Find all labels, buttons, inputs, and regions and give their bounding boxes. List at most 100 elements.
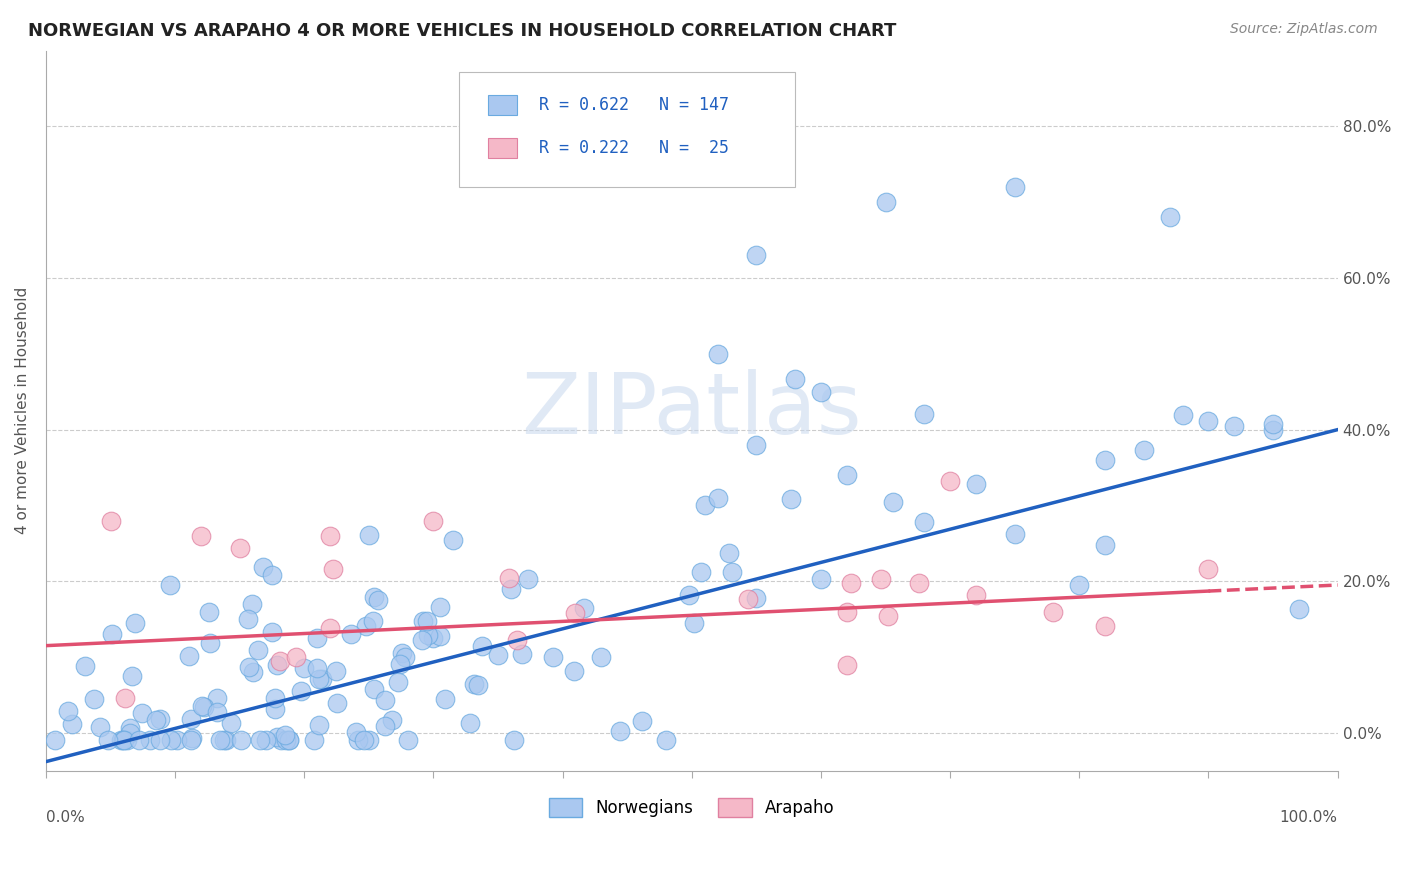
Point [166, 733, 188, 747]
Point [785, 372, 807, 386]
Point [60, 717, 83, 731]
Point [363, 590, 385, 604]
Point [180, 731, 202, 745]
Point [215, 733, 238, 747]
Point [683, 615, 706, 630]
Point [939, 474, 962, 488]
Point [110, 733, 132, 747]
Point [1094, 619, 1116, 633]
Point [690, 566, 713, 580]
Point [131, 706, 153, 720]
Point [198, 636, 221, 650]
Point [1069, 578, 1091, 592]
Point [839, 575, 862, 590]
Point [228, 541, 250, 556]
Point [418, 628, 440, 642]
Point [422, 514, 444, 528]
Point [877, 609, 900, 624]
Point [193, 699, 215, 714]
Point [721, 566, 744, 580]
Point [374, 693, 396, 707]
Point [609, 723, 631, 738]
Point [835, 605, 858, 619]
Point [965, 476, 987, 491]
Point [396, 733, 419, 747]
Point [252, 559, 274, 574]
Point [353, 733, 375, 747]
Point [246, 643, 269, 657]
Point [912, 515, 935, 529]
Text: 0.0%: 0.0% [46, 810, 84, 825]
Point [678, 588, 700, 602]
Point [908, 575, 931, 590]
Point [429, 599, 451, 614]
Point [467, 678, 489, 692]
Point [292, 660, 315, 674]
Point [100, 514, 122, 528]
Point [180, 712, 202, 726]
Point [367, 592, 389, 607]
Point [411, 632, 433, 647]
Point [541, 650, 564, 665]
Point [190, 698, 212, 713]
Point [270, 733, 292, 747]
FancyBboxPatch shape [488, 95, 516, 115]
Point [1198, 414, 1220, 428]
Text: NORWEGIAN VS ARAPAHO 4 OR MORE VEHICLES IN HOUSEHOLD CORRELATION CHART: NORWEGIAN VS ARAPAHO 4 OR MORE VEHICLES … [28, 22, 897, 40]
Point [97, 733, 120, 747]
Point [655, 733, 678, 747]
Point [433, 691, 456, 706]
Point [326, 696, 349, 710]
Point [835, 657, 858, 672]
Point [205, 705, 228, 719]
Point [101, 627, 124, 641]
Point [120, 726, 142, 740]
Point [1288, 602, 1310, 616]
Point [1223, 418, 1246, 433]
Point [114, 691, 136, 706]
Point [387, 675, 409, 690]
Point [284, 649, 307, 664]
Point [278, 733, 301, 747]
Point [240, 597, 263, 611]
FancyBboxPatch shape [460, 72, 796, 187]
Point [340, 626, 363, 640]
Point [177, 649, 200, 664]
Point [780, 491, 803, 506]
Point [706, 491, 728, 505]
Point [121, 669, 143, 683]
Point [347, 733, 370, 747]
Point [208, 733, 231, 747]
Text: 100.0%: 100.0% [1279, 810, 1337, 825]
Point [498, 571, 520, 585]
Point [120, 721, 142, 735]
Point [160, 733, 183, 747]
Point [564, 606, 586, 620]
Point [486, 648, 509, 662]
Point [835, 468, 858, 483]
Point [319, 621, 342, 635]
Point [737, 592, 759, 607]
Point [516, 572, 538, 586]
Point [139, 733, 162, 747]
Point [1094, 538, 1116, 552]
Point [1198, 562, 1220, 576]
Point [1159, 211, 1181, 225]
Point [149, 712, 172, 726]
Point [128, 733, 150, 747]
Point [510, 647, 533, 661]
Point [145, 714, 167, 728]
Point [882, 494, 904, 508]
Point [965, 588, 987, 602]
Point [266, 658, 288, 673]
Point [506, 633, 529, 648]
Point [1261, 417, 1284, 431]
Point [159, 578, 181, 592]
Point [630, 714, 652, 728]
Text: ZIPatlas: ZIPatlas [522, 369, 862, 452]
Point [214, 733, 236, 747]
Point [205, 691, 228, 706]
Point [219, 715, 242, 730]
Point [242, 665, 264, 679]
Point [356, 619, 378, 633]
